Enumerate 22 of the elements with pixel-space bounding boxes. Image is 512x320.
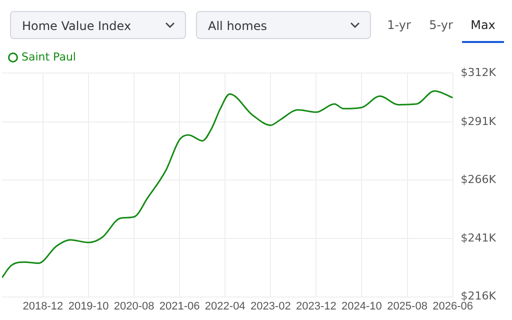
x-tick-label: 2022-04 [204,300,246,312]
x-tick-label: 2025-08 [387,300,428,312]
x-tick-label: 2019-10 [68,300,109,312]
y-tick-label: $241K [460,231,497,244]
line-series [2,90,453,278]
x-tick-label: 2026-06 [432,300,473,312]
chart-title: Home Value Index [22,19,132,33]
x-tick-label: 2018-12 [22,300,64,312]
text: 1-yr [386,17,412,34]
y-tick-label: $266K [460,173,497,186]
y-tick-label: $291K [460,114,497,128]
text: Max [462,11,504,43]
y-tick-label: $216K [460,290,497,303]
x-tick-label: 2023-02 [250,300,291,312]
x-tick-label: 2024-10 [342,300,382,312]
y-tick-label: $312K [460,66,497,79]
x-tick-label: 2023-12 [296,300,336,312]
text: 5-yr [428,17,454,34]
legend-label: Saint Paul [22,50,76,64]
x-tick-label: 2020-08 [114,300,154,312]
x-tick-label: 2021-06 [159,300,200,312]
chart-subtitle: All homes [208,19,267,33]
